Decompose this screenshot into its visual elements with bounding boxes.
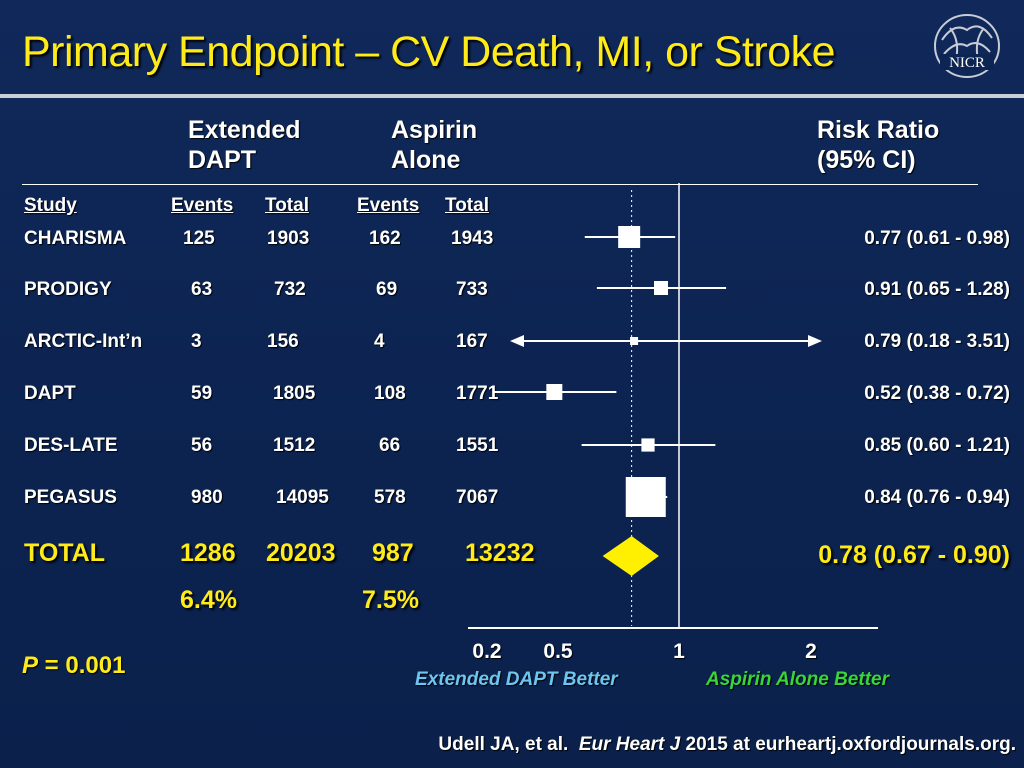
citation-journal: Eur Heart J (578, 734, 681, 755)
p-value-text: = 0.001 (38, 652, 126, 679)
p-value-label: P (22, 652, 39, 679)
row-study-name: DAPT (24, 383, 76, 404)
row-total-aspirin: 1943 (451, 228, 494, 249)
citation-authors: Udell JA, et al. (438, 734, 569, 755)
row-study-name: ARCTIC-Int’n (24, 331, 143, 352)
row-events-dapt: 56 (191, 435, 213, 456)
row-study-name: PEGASUS (24, 487, 117, 508)
favors-aspirin-label: Aspirin Alone Better (706, 669, 889, 690)
row-total-dapt: 1903 (267, 228, 310, 249)
header-aspirin-line2: Alone (391, 146, 461, 174)
total-events-dapt: 1286 (180, 539, 236, 567)
row-total-aspirin: 7067 (456, 487, 499, 508)
ci-arrow-left (510, 335, 524, 347)
point-estimate-square (654, 281, 669, 295)
row-events-aspirin: 108 (374, 383, 406, 404)
ci-arrow-right (808, 335, 822, 347)
row-total-aspirin: 733 (456, 279, 488, 300)
row-events-aspirin: 4 (374, 331, 385, 352)
row-risk-ratio: 0.77 (0.61 - 0.98) (864, 228, 1010, 249)
row-risk-ratio: 0.91 (0.65 - 1.28) (864, 279, 1010, 300)
header-extended-line1: Extended (188, 116, 301, 144)
favors-extended-dapt-label: Extended DAPT Better (415, 669, 618, 690)
axis-tick-label: 0.5 (543, 640, 573, 663)
axis-tick-label: 0.2 (472, 640, 502, 663)
row-events-aspirin: 578 (374, 487, 406, 508)
header-extended-line2: DAPT (188, 146, 257, 174)
row-events-dapt: 125 (183, 228, 215, 249)
row-events-dapt: 59 (191, 383, 213, 404)
row-study-name: PRODIGY (24, 279, 112, 300)
column-header-events-dapt: Events (171, 195, 234, 216)
row-study-name: DES-LATE (24, 435, 118, 456)
point-estimate-square (641, 438, 655, 452)
total-label: TOTAL (24, 539, 106, 567)
row-events-dapt: 3 (191, 331, 202, 352)
row-total-dapt: 156 (267, 331, 299, 352)
column-header-events-aspirin: Events (357, 195, 420, 216)
total-percent-dapt: 6.4% (180, 586, 237, 614)
point-estimate-square (630, 337, 639, 345)
row-risk-ratio: 0.84 (0.76 - 0.94) (864, 487, 1010, 508)
row-total-aspirin: 1771 (456, 383, 499, 404)
axis-tick-label: 1 (673, 640, 685, 663)
row-events-dapt: 63 (191, 279, 213, 300)
row-risk-ratio: 0.85 (0.60 - 1.21) (864, 435, 1010, 456)
row-events-aspirin: 66 (379, 435, 401, 456)
slide-title: Primary Endpoint – CV Death, MI, or Stro… (22, 28, 836, 76)
row-events-aspirin: 69 (376, 279, 398, 300)
point-estimate-square (618, 226, 641, 248)
header-extended-dapt: Extended DAPT (188, 115, 301, 175)
point-estimate-square (625, 477, 666, 517)
header-risk-ratio: Risk Ratio (95% CI) (817, 115, 939, 175)
row-total-aspirin: 167 (456, 331, 488, 352)
total-risk-ratio: 0.78 (0.67 - 0.90) (818, 541, 1010, 569)
row-risk-ratio: 0.52 (0.38 - 0.72) (864, 383, 1010, 404)
row-total-aspirin: 1551 (456, 435, 499, 456)
column-header-total-dapt: Total (265, 195, 309, 216)
citation-rest: 2015 at eurheartj.oxfordjournals.org. (685, 734, 1016, 755)
header-aspirin-line1: Aspirin (391, 116, 478, 144)
row-total-dapt: 14095 (276, 487, 329, 508)
column-header-study: Study (24, 195, 77, 216)
total-events-aspirin: 987 (372, 539, 414, 567)
row-total-dapt: 732 (274, 279, 306, 300)
row-total-dapt: 1805 (273, 383, 316, 404)
axis-tick-label: 2 (805, 640, 817, 663)
logo-text: NICR (949, 55, 985, 71)
row-events-dapt: 980 (191, 487, 223, 508)
column-header-total-aspirin: Total (445, 195, 489, 216)
row-risk-ratio: 0.79 (0.18 - 3.51) (864, 331, 1010, 352)
p-value: P = 0.001 (22, 652, 125, 680)
row-study-name: CHARISMA (24, 228, 127, 249)
header-risk-line2: (95% CI) (817, 146, 916, 174)
total-total-aspirin: 13232 (465, 539, 535, 567)
title-divider (0, 94, 1024, 98)
pooled-diamond (602, 536, 659, 576)
citation: Udell JA, et al. Eur Heart J 2015 at eur… (438, 734, 1016, 756)
total-percent-aspirin: 7.5% (362, 586, 419, 614)
row-events-aspirin: 162 (369, 228, 401, 249)
header-aspirin-alone: Aspirin Alone (391, 115, 477, 175)
header-divider (22, 184, 978, 185)
point-estimate-square (546, 384, 563, 400)
header-risk-line1: Risk Ratio (817, 116, 940, 144)
total-total-dapt: 20203 (266, 539, 336, 567)
row-total-dapt: 1512 (273, 435, 316, 456)
nicr-logo: NICR (934, 14, 1000, 78)
